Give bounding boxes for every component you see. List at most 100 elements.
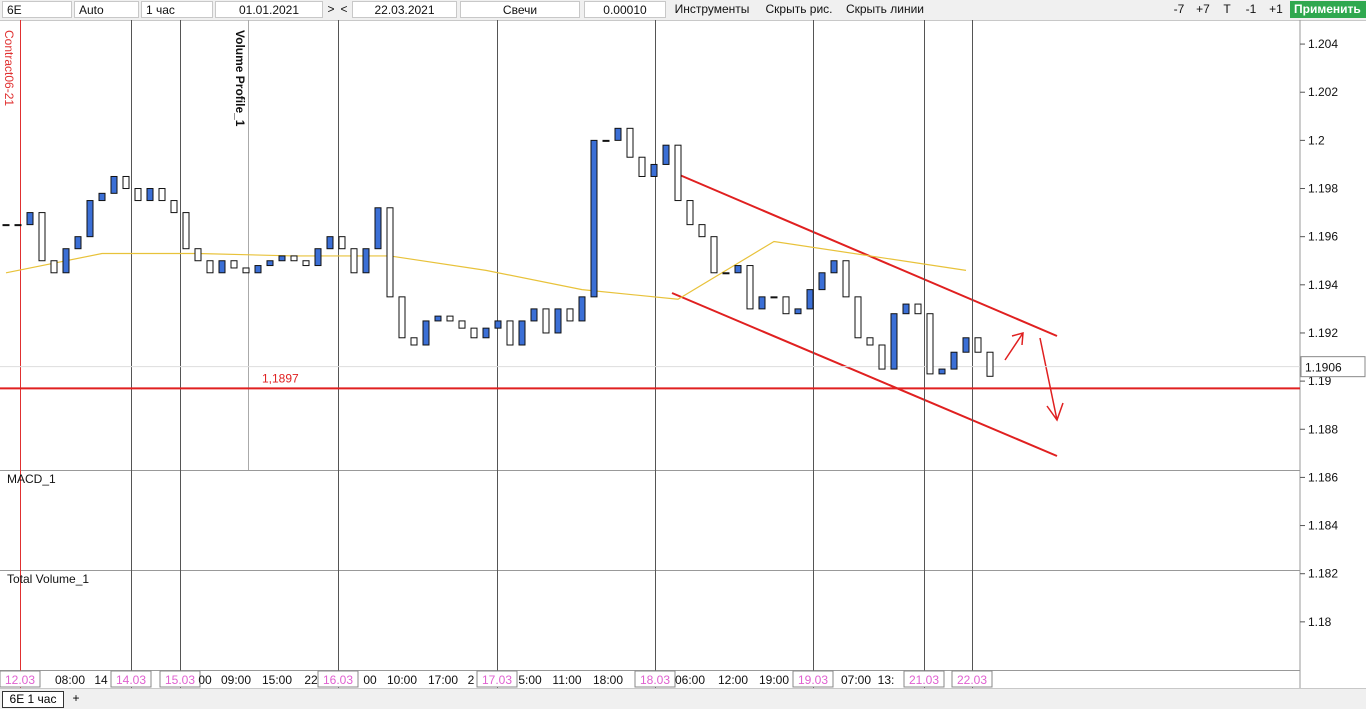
prev-button[interactable]: > bbox=[325, 1, 337, 18]
candle-body bbox=[926, 313, 934, 375]
candle-body bbox=[686, 200, 694, 226]
candle-body bbox=[986, 351, 994, 377]
candle-body bbox=[182, 212, 190, 250]
date-from[interactable]: 01.01.2021 bbox=[215, 1, 323, 18]
last-price-label: 1.1906 bbox=[1305, 361, 1342, 375]
arrow-up bbox=[1004, 331, 1024, 361]
time-label: 11:00 bbox=[552, 673, 581, 687]
candle-body bbox=[710, 236, 718, 274]
minus7-button[interactable]: -7 bbox=[1168, 1, 1190, 18]
add-tab[interactable]: + bbox=[72, 691, 80, 705]
candle-body bbox=[506, 320, 514, 346]
hide-lines-button[interactable]: Скрыть линии bbox=[840, 1, 930, 18]
candle-body bbox=[770, 296, 778, 299]
date-to[interactable]: 22.03.2021 bbox=[352, 1, 457, 18]
candle-body bbox=[206, 260, 214, 274]
candle-body bbox=[62, 248, 70, 274]
candle-body bbox=[122, 175, 130, 190]
hide-drawings-button[interactable]: Скрыть рис. bbox=[760, 1, 838, 18]
candle-body bbox=[458, 320, 466, 329]
apply-button[interactable]: Применить bbox=[1290, 1, 1366, 18]
chart: Contract06-21 Volume Profile_1 MACD_1 To… bbox=[0, 20, 1366, 688]
tools-button[interactable]: Инструменты bbox=[670, 1, 754, 18]
last-price-box bbox=[1300, 356, 1366, 378]
candle-body bbox=[50, 260, 58, 274]
candle-body bbox=[254, 265, 262, 274]
candle-body bbox=[2, 224, 10, 227]
candle-body bbox=[446, 315, 454, 322]
date-label: 21.03 bbox=[909, 673, 939, 687]
time-label: 00 bbox=[198, 673, 212, 687]
date-box bbox=[317, 670, 359, 688]
candle-body bbox=[890, 313, 898, 370]
plus7-button[interactable]: +7 bbox=[1192, 1, 1214, 18]
price-tick-label: 1.204 bbox=[1308, 37, 1338, 51]
level-label: 1,1897 bbox=[262, 371, 299, 385]
candle-body bbox=[362, 248, 370, 274]
candle-body bbox=[482, 327, 490, 339]
candle-body bbox=[98, 192, 106, 202]
candle-body bbox=[158, 188, 166, 202]
candle-body bbox=[470, 327, 478, 339]
time-label: 15:00 bbox=[262, 673, 292, 687]
tick-size[interactable]: 0.00010 bbox=[584, 1, 666, 18]
price-tick-label: 1.194 bbox=[1308, 278, 1338, 292]
timeframe-select[interactable]: 1 час bbox=[141, 1, 213, 18]
time-label: 06:00 bbox=[675, 673, 705, 687]
candle-body bbox=[86, 200, 94, 238]
candle-body bbox=[278, 255, 286, 262]
candle-body bbox=[746, 265, 754, 310]
date-label: 22.03 bbox=[957, 673, 987, 687]
time-label: 5:00 bbox=[518, 673, 542, 687]
time-label: 22 bbox=[304, 673, 318, 687]
candle-body bbox=[26, 212, 34, 226]
candle-body bbox=[818, 272, 826, 291]
date-box bbox=[110, 670, 152, 688]
plus1-button[interactable]: +1 bbox=[1264, 1, 1288, 18]
date-label: 18.03 bbox=[640, 673, 670, 687]
tab[interactable]: 6E 1 час bbox=[2, 691, 64, 708]
candle-body bbox=[902, 303, 910, 315]
candle-body bbox=[230, 260, 238, 269]
volume-label: Total Volume_1 bbox=[7, 572, 89, 586]
time-label: 10:00 bbox=[387, 673, 417, 687]
candle-body bbox=[422, 320, 430, 346]
style-select[interactable]: Свечи bbox=[460, 1, 580, 18]
candle-body bbox=[974, 337, 982, 353]
candle-body bbox=[626, 127, 634, 158]
price-tick-label: 1.188 bbox=[1308, 422, 1338, 436]
date-label: 19.03 bbox=[798, 673, 828, 687]
date-box bbox=[951, 670, 993, 688]
candle-body bbox=[782, 296, 790, 315]
t-button[interactable]: T bbox=[1216, 1, 1238, 18]
candle-body bbox=[374, 207, 382, 250]
candle-body bbox=[734, 265, 742, 274]
candle-body bbox=[650, 163, 658, 177]
next-button[interactable]: < bbox=[338, 1, 350, 18]
time-label: 08:00 bbox=[55, 673, 85, 687]
candle-body bbox=[338, 236, 346, 250]
candle-body bbox=[542, 308, 550, 334]
time-label: 09:00 bbox=[221, 673, 251, 687]
time-label: 14 bbox=[94, 673, 108, 687]
price-tick-label: 1.186 bbox=[1308, 470, 1338, 484]
candle-body bbox=[866, 337, 874, 346]
time-label: 2 bbox=[468, 673, 475, 687]
candle-body bbox=[722, 272, 730, 275]
scale-select[interactable]: Auto bbox=[74, 1, 139, 18]
date-label: 12.03 bbox=[5, 673, 35, 687]
candle-body bbox=[962, 337, 970, 353]
symbol-select[interactable]: 6E bbox=[2, 1, 72, 18]
candle-body bbox=[578, 296, 586, 322]
price-tick-label: 1.198 bbox=[1308, 182, 1338, 196]
candle-body bbox=[674, 144, 682, 202]
candle-body bbox=[410, 337, 418, 346]
minus1-button[interactable]: -1 bbox=[1240, 1, 1262, 18]
contract-label: Contract06-21 bbox=[2, 30, 16, 106]
candle-body bbox=[74, 236, 82, 250]
candle-body bbox=[350, 248, 358, 274]
price-tick-label: 1.202 bbox=[1308, 85, 1338, 99]
candle-body bbox=[386, 207, 394, 298]
candle-body bbox=[566, 308, 574, 322]
date-label: 16.03 bbox=[323, 673, 353, 687]
